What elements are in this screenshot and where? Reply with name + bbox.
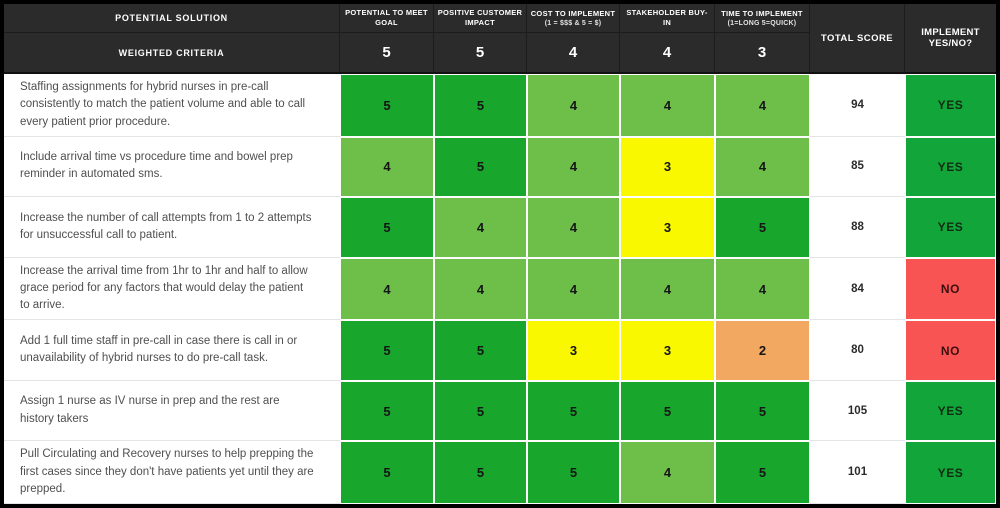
score-cell: 5 [340, 74, 434, 137]
weight-value: 5 [434, 33, 527, 72]
decision-matrix-table: POTENTIAL SOLUTION POTENTIAL TO MEET GOA… [4, 4, 996, 504]
weighted-criteria-label: WEIGHTED CRITERIA [4, 33, 340, 72]
score-cell: 4 [434, 257, 527, 321]
score-cell: 4 [527, 257, 620, 321]
total-score-cell: 88 [810, 197, 905, 258]
column-header-cost-to-implement: COST TO IMPLEMENT (1 = $$$ & 5 = $) [527, 4, 620, 33]
column-header-sublabel: (1=LONG 5=QUICK) [727, 20, 797, 28]
decision-cell: YES [905, 197, 996, 258]
score-cell: 5 [434, 74, 527, 137]
column-header-total-score: TOTAL SCORE [810, 4, 905, 72]
solution-cell: Add 1 full time staff in pre-call in cas… [4, 320, 340, 381]
table-row: Increase the arrival time from 1hr to 1h… [4, 257, 996, 321]
column-header-positive-customer-impact: POSITIVE CUSTOMER IMPACT [434, 4, 527, 33]
score-cell: 3 [620, 320, 715, 381]
score-cell: 4 [434, 197, 527, 258]
table-row: Add 1 full time staff in pre-call in cas… [4, 320, 996, 381]
score-cell: 5 [715, 380, 810, 442]
score-cell: 4 [715, 257, 810, 321]
total-score-cell: 101 [810, 441, 905, 504]
score-cell: 4 [527, 197, 620, 258]
total-score-cell: 84 [810, 258, 905, 321]
score-cell: 5 [434, 136, 527, 198]
decision-cell: YES [905, 136, 996, 198]
table-header: POTENTIAL SOLUTION POTENTIAL TO MEET GOA… [4, 4, 996, 74]
total-score-cell: 85 [810, 137, 905, 198]
score-cell: 5 [434, 380, 527, 442]
column-header-stakeholder-buy-in: STAKEHOLDER BUY-IN [620, 4, 715, 33]
table-row: Pull Circulating and Recovery nurses to … [4, 441, 996, 504]
score-cell: 4 [620, 74, 715, 137]
table-row: Include arrival time vs procedure time a… [4, 136, 996, 198]
total-score-cell: 105 [810, 381, 905, 442]
score-cell: 5 [715, 197, 810, 258]
score-cell: 3 [620, 136, 715, 198]
decision-cell: YES [905, 74, 996, 137]
decision-cell: NO [905, 257, 996, 321]
score-cell: 4 [715, 74, 810, 137]
table-row: Staffing assignments for hybrid nurses i… [4, 74, 996, 137]
weight-value: 4 [527, 33, 620, 72]
column-header-label: STAKEHOLDER BUY-IN [626, 7, 708, 28]
column-header-implement-yes-no: IMPLEMENT YES/NO? [921, 27, 980, 49]
score-cell: 4 [620, 257, 715, 321]
score-cell: 4 [340, 257, 434, 321]
weight-value: 4 [620, 33, 715, 72]
column-header-label: TIME TO IMPLEMENT [721, 8, 803, 18]
column-header-time-to-implement: TIME TO IMPLEMENT (1=LONG 5=QUICK) [715, 4, 810, 33]
score-cell: 5 [340, 380, 434, 442]
solution-cell: Pull Circulating and Recovery nurses to … [4, 441, 340, 504]
column-header-sublabel: (1 = $$$ & 5 = $) [544, 20, 602, 28]
score-cell: 5 [434, 320, 527, 381]
score-cell: 5 [527, 441, 620, 504]
score-cell: 5 [527, 380, 620, 442]
column-header-potential-solution: POTENTIAL SOLUTION [4, 4, 340, 33]
score-cell: 5 [340, 197, 434, 258]
score-cell: 4 [527, 136, 620, 198]
score-cell: 3 [620, 197, 715, 258]
decision-cell: YES [905, 380, 996, 442]
score-cell: 5 [620, 380, 715, 442]
table-row: Assign 1 nurse as IV nurse in prep and t… [4, 380, 996, 442]
score-cell: 2 [715, 320, 810, 381]
score-cell: 5 [434, 441, 527, 504]
solution-cell: Assign 1 nurse as IV nurse in prep and t… [4, 381, 340, 442]
score-cell: 5 [340, 320, 434, 381]
decision-cell: NO [905, 320, 996, 381]
column-header-label: POSITIVE CUSTOMER IMPACT [437, 7, 523, 28]
total-score-cell: 94 [810, 74, 905, 137]
score-cell: 4 [620, 441, 715, 504]
score-cell: 4 [527, 74, 620, 137]
score-cell: 3 [527, 320, 620, 381]
decision-cell: YES [905, 441, 996, 504]
total-score-cell: 80 [810, 320, 905, 381]
table-body: Staffing assignments for hybrid nurses i… [4, 74, 996, 504]
score-cell: 5 [715, 441, 810, 504]
solution-cell: Include arrival time vs procedure time a… [4, 137, 340, 198]
column-header-label: POTENTIAL TO MEET GOAL [345, 7, 428, 28]
weight-value: 3 [715, 33, 810, 72]
score-cell: 4 [715, 136, 810, 198]
score-cell: 4 [340, 136, 434, 198]
weight-value: 5 [340, 33, 434, 72]
solution-cell: Staffing assignments for hybrid nurses i… [4, 74, 340, 137]
table-row: Increase the number of call attempts fro… [4, 197, 996, 258]
solution-cell: Increase the arrival time from 1hr to 1h… [4, 258, 340, 321]
solution-cell: Increase the number of call attempts fro… [4, 197, 340, 258]
column-header-label: COST TO IMPLEMENT [530, 8, 616, 18]
score-cell: 5 [340, 441, 434, 504]
column-header-potential-to-meet-goal: POTENTIAL TO MEET GOAL [340, 4, 434, 33]
